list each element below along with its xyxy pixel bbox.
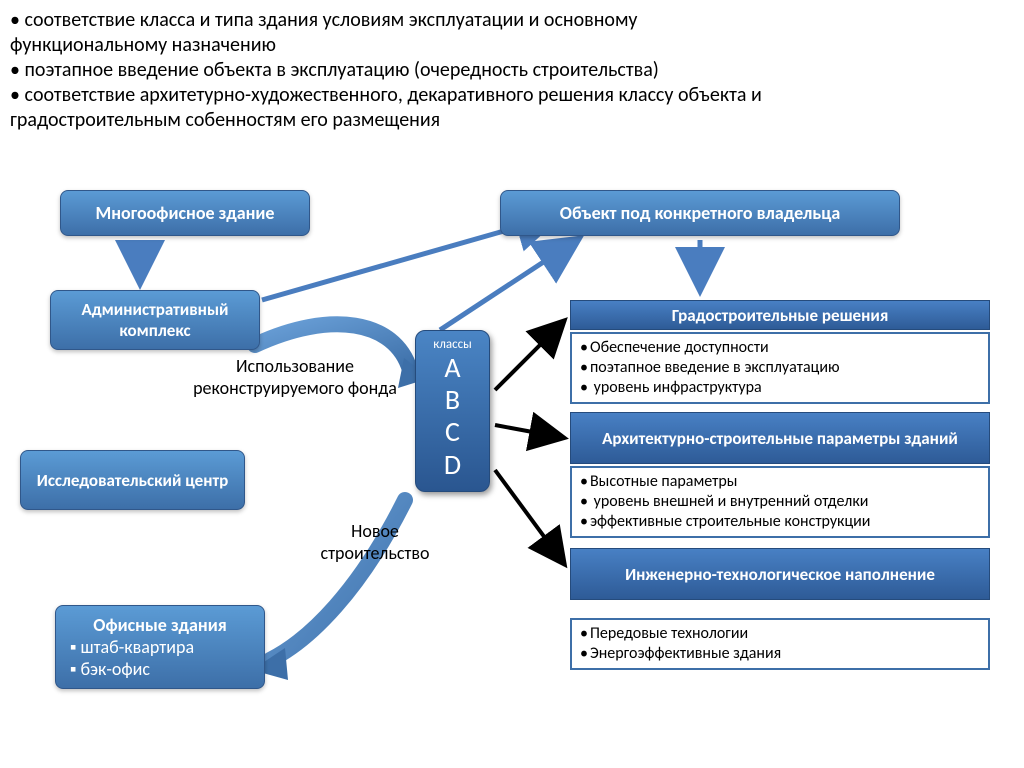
header-eng-label: Инженерно-технологическое наполнение (625, 564, 935, 585)
list-arch: Высотные параметры уровень внешней и вну… (570, 466, 990, 538)
class-d: D (426, 449, 479, 481)
list-eng: Передовые технологии Энергоэффективные з… (570, 618, 990, 670)
bullet-3-line1: • соответствие архитетурно-художественно… (10, 83, 1010, 108)
office-item-1: штаб-квартира (70, 636, 250, 658)
classes-box: классы A B C D (415, 330, 490, 492)
list-urban: Обеспечение доступности поэтапное введен… (570, 332, 990, 404)
list-urban-2: поэтапное введение в эксплуатацию (580, 358, 980, 378)
list-eng-1: Передовые технологии (580, 624, 980, 644)
class-c: C (426, 416, 479, 448)
top-bullets: • соответствие класса и типа здания усло… (10, 8, 1010, 133)
header-arch-label: Архитектурно-строительные параметры здан… (602, 428, 958, 449)
class-b: B (426, 384, 479, 416)
office-item-2: бэк-офис (70, 658, 250, 680)
header-urban-label: Градостроительные решения (672, 305, 889, 326)
header-eng: Инженерно-технологическое наполнение (570, 548, 990, 600)
list-arch-1: Высотные параметры (580, 472, 980, 492)
node-admin-complex: Административный комплекс (50, 290, 260, 350)
header-arch: Архитектурно-строительные параметры здан… (570, 412, 990, 464)
bullet-2: • поэтапное введение объекта в эксплуата… (10, 58, 1010, 83)
node-research-center-label: Исследовательский центр (37, 470, 229, 491)
node-multi-office: Многоофисное здание (60, 190, 310, 236)
list-arch-2: уровень внешней и внутренний отделки (580, 492, 980, 512)
node-object-owner-label: Объект под конкретного владельца (560, 202, 840, 224)
bullet-3-line2: градостроительным собенностям его размещ… (10, 108, 1010, 133)
office-title: Офисные здания (70, 614, 250, 636)
list-urban-1: Обеспечение доступности (580, 338, 980, 358)
label-new-construction: Новое строительство (295, 520, 455, 564)
list-urban-3: уровень инфраструктура (580, 378, 980, 398)
node-admin-complex-label: Административный комплекс (61, 299, 249, 341)
label-reconstruction: Использование реконструируемого фонда (175, 355, 415, 399)
node-office-buildings: Офисные здания штаб-квартира бэк-офис (55, 605, 265, 689)
node-object-owner: Объект под конкретного владельца (500, 190, 900, 236)
class-a: A (426, 352, 479, 384)
bullet-1-line2: функциональному назначению (10, 33, 1010, 58)
node-multi-office-label: Многоофисное здание (96, 202, 275, 224)
bullet-1-line1: • соответствие класса и типа здания усло… (10, 8, 1010, 33)
list-arch-3: эффективные строительные конструкции (580, 512, 980, 532)
node-research-center: Исследовательский центр (20, 450, 245, 510)
list-eng-2: Энергоэффективные здания (580, 644, 980, 664)
header-urban: Градостроительные решения (570, 300, 990, 330)
